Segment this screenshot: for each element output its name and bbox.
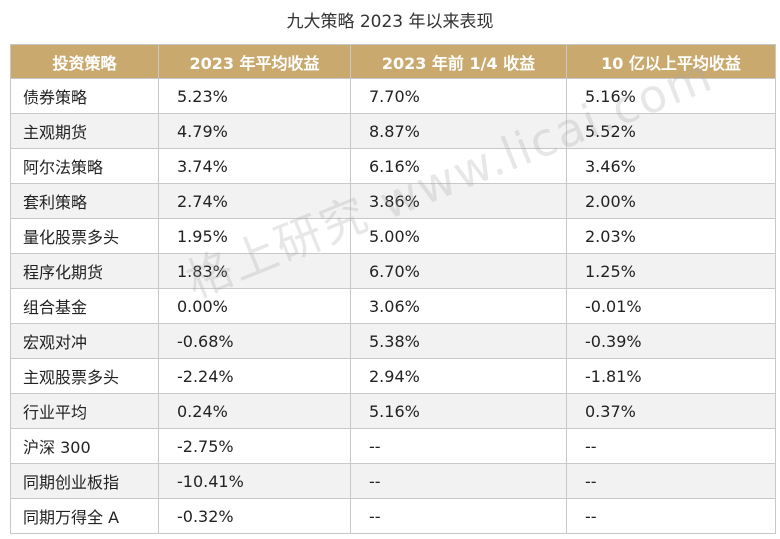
value-cell: -10.41% — [158, 463, 351, 499]
column-header: 10 亿以上平均收益 — [566, 44, 776, 79]
value-cell: -- — [350, 463, 567, 499]
table-row: 主观期货 4.79% 8.87% 5.52% — [10, 113, 776, 149]
strategy-name-cell: 套利策略 — [10, 183, 159, 219]
strategy-name-cell: 主观期货 — [10, 113, 159, 149]
value-cell: 8.87% — [350, 113, 567, 149]
value-cell: 1.25% — [566, 253, 776, 289]
table-row: 宏观对冲 -0.68% 5.38% -0.39% — [10, 323, 776, 359]
strategy-name-cell: 量化股票多头 — [10, 218, 159, 254]
table-row: 沪深 300 -2.75% -- -- — [10, 428, 776, 464]
value-cell: 5.00% — [350, 218, 567, 254]
table-row: 同期创业板指 -10.41% -- -- — [10, 463, 776, 499]
value-cell: 3.46% — [566, 148, 776, 184]
strategy-table: 投资策略 2023 年平均收益 2023 年前 1/4 收益 10 亿以上平均收… — [10, 44, 776, 534]
value-cell: 2.74% — [158, 183, 351, 219]
table-row: 量化股票多头 1.95% 5.00% 2.03% — [10, 218, 776, 254]
strategy-name-cell: 债券策略 — [10, 78, 159, 114]
value-cell: 0.00% — [158, 288, 351, 324]
value-cell: 3.06% — [350, 288, 567, 324]
strategy-name-cell: 沪深 300 — [10, 428, 159, 464]
strategy-name-cell: 宏观对冲 — [10, 323, 159, 359]
value-cell: 0.24% — [158, 393, 351, 429]
value-cell: 5.52% — [566, 113, 776, 149]
strategy-name-cell: 组合基金 — [10, 288, 159, 324]
strategy-name-cell: 同期创业板指 — [10, 463, 159, 499]
value-cell: 2.94% — [350, 358, 567, 394]
value-cell: -1.81% — [566, 358, 776, 394]
value-cell: -0.39% — [566, 323, 776, 359]
value-cell: 4.79% — [158, 113, 351, 149]
table-title: 九大策略 2023 年以来表现 — [286, 12, 494, 32]
value-cell: 1.95% — [158, 218, 351, 254]
value-cell: 6.16% — [350, 148, 567, 184]
strategy-name-cell: 阿尔法策略 — [10, 148, 159, 184]
value-cell: 5.23% — [158, 78, 351, 114]
strategy-name-cell: 行业平均 — [10, 393, 159, 429]
table-row: 程序化期货 1.83% 6.70% 1.25% — [10, 253, 776, 289]
value-cell: -- — [566, 498, 776, 534]
table-row: 主观股票多头 -2.24% 2.94% -1.81% — [10, 358, 776, 394]
value-cell: -- — [566, 428, 776, 464]
value-cell: -- — [566, 463, 776, 499]
column-header: 投资策略 — [10, 44, 159, 79]
value-cell: 5.38% — [350, 323, 567, 359]
value-cell: 1.83% — [158, 253, 351, 289]
value-cell: -- — [350, 428, 567, 464]
column-header: 2023 年前 1/4 收益 — [350, 44, 567, 79]
value-cell: 5.16% — [566, 78, 776, 114]
value-cell: 3.74% — [158, 148, 351, 184]
table-row: 套利策略 2.74% 3.86% 2.00% — [10, 183, 776, 219]
value-cell: 6.70% — [350, 253, 567, 289]
value-cell: 5.16% — [350, 393, 567, 429]
table-row: 组合基金 0.00% 3.06% -0.01% — [10, 288, 776, 324]
strategy-name-cell: 主观股票多头 — [10, 358, 159, 394]
table-row: 债券策略 5.23% 7.70% 5.16% — [10, 78, 776, 114]
value-cell: -2.24% — [158, 358, 351, 394]
value-cell: -2.75% — [158, 428, 351, 464]
header-row: 投资策略 2023 年平均收益 2023 年前 1/4 收益 10 亿以上平均收… — [10, 44, 776, 79]
table-row: 行业平均 0.24% 5.16% 0.37% — [10, 393, 776, 429]
value-cell: -0.68% — [158, 323, 351, 359]
value-cell: 2.03% — [566, 218, 776, 254]
table-row: 阿尔法策略 3.74% 6.16% 3.46% — [10, 148, 776, 184]
value-cell: 3.86% — [350, 183, 567, 219]
value-cell: 7.70% — [350, 78, 567, 114]
value-cell: 0.37% — [566, 393, 776, 429]
strategy-name-cell: 程序化期货 — [10, 253, 159, 289]
column-header: 2023 年平均收益 — [158, 44, 351, 79]
value-cell: -0.32% — [158, 498, 351, 534]
value-cell: -- — [350, 498, 567, 534]
table-row: 同期万得全 A -0.32% -- -- — [10, 498, 776, 534]
value-cell: -0.01% — [566, 288, 776, 324]
strategy-name-cell: 同期万得全 A — [10, 498, 159, 534]
value-cell: 2.00% — [566, 183, 776, 219]
